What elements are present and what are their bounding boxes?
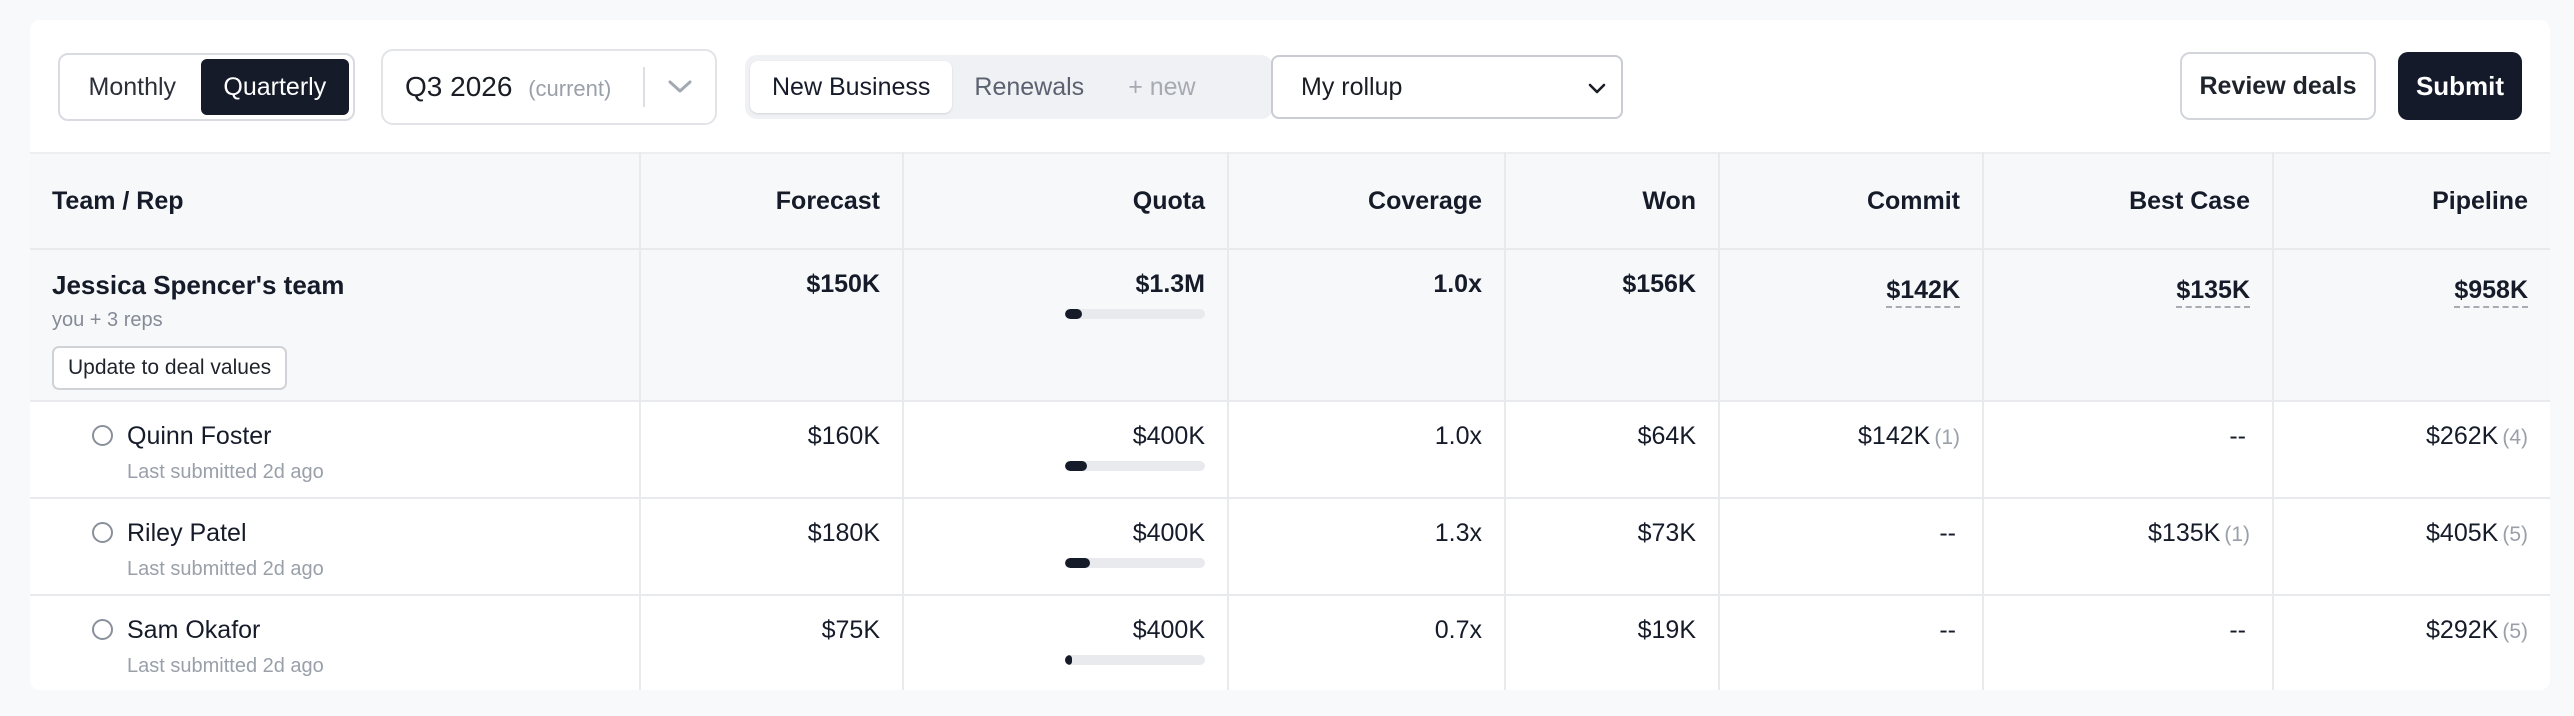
rep-forecast: $75K [640,595,904,690]
column-header: Quota [903,152,1229,250]
rep-commit: -- [1939,616,1956,644]
team-pipeline-link[interactable]: $958K [2454,276,2528,308]
tab-new-business[interactable]: New Business [750,61,953,113]
rep-name: Riley Patel [127,519,247,547]
rep-best-case: -- [2229,422,2246,450]
table-header: Team / Rep Forecast Quota Coverage Won C… [30,152,2550,250]
team-row: Jessica Spencer's team you + 3 reps Upda… [30,249,2550,402]
review-deals-button[interactable]: Review deals [2180,52,2376,120]
rep-coverage: 0.7x [1228,595,1506,690]
column-header: Commit [1719,152,1984,250]
quarter-divider [643,67,645,107]
add-tab-button[interactable]: + new [1128,72,1196,101]
rep-pipeline: $262K [2426,422,2499,450]
team-subtitle: you + 3 reps [52,309,163,331]
column-header: Won [1505,152,1720,250]
submit-button[interactable]: Submit [2398,52,2522,120]
chevron-down-icon[interactable] [645,79,715,95]
quota-progress-bar [1065,309,1205,319]
rep-coverage: 1.3x [1228,498,1506,596]
tab-renewals[interactable]: Renewals [974,72,1085,101]
deal-count: (5) [2502,620,2528,643]
quota-progress-bar [1065,558,1205,568]
column-header: Team / Rep [30,152,641,250]
rep-quota: $400K [1132,519,1205,547]
rep-name: Quinn Foster [127,422,272,450]
rollup-value: My rollup [1301,72,1403,101]
team-won: $156K [1505,249,1720,402]
quarter-select[interactable]: Q3 2026 (current) [381,49,717,125]
rep-best-case: $135K [2148,519,2221,547]
rep-select-radio[interactable] [92,619,113,640]
column-header: Forecast [640,152,904,250]
rep-last-submitted: Last submitted 2d ago [127,461,324,483]
business-tabs: New Business Renewals + new [745,55,1273,119]
team-quota: $1.3M [1135,270,1205,298]
deal-count: (1) [2224,523,2250,546]
toolbar: Monthly Quarterly Q3 2026 (current) New … [30,20,2550,152]
rep-row: Sam Okafor Last submitted 2d ago $75K $4… [30,595,2550,690]
deal-count: (1) [1934,426,1960,449]
column-header: Coverage [1228,152,1506,250]
period-toggle: Monthly Quarterly [58,53,355,121]
period-quarterly-button[interactable]: Quarterly [200,59,349,115]
rep-won: $19K [1505,595,1720,690]
rep-quota: $400K [1132,616,1205,644]
quota-progress-bar [1065,655,1205,665]
rep-last-submitted: Last submitted 2d ago [127,558,324,580]
rep-forecast: $180K [640,498,904,596]
quarter-value: Q3 2026 [405,71,513,102]
rep-commit: $142K [1858,422,1931,450]
team-commit-link[interactable]: $142K [1886,276,1960,308]
rep-row: Quinn Foster Last submitted 2d ago $160K… [30,401,2550,499]
forecast-card: Monthly Quarterly Q3 2026 (current) New … [30,20,2550,690]
rep-last-submitted: Last submitted 2d ago [127,655,324,677]
rep-pipeline: $405K [2426,519,2499,547]
rep-name: Sam Okafor [127,616,261,644]
rep-quota: $400K [1132,422,1205,450]
period-monthly-button[interactable]: Monthly [88,72,177,101]
team-coverage: 1.0x [1228,249,1506,402]
quarter-current-note: (current) [528,76,612,101]
column-header: Pipeline [2273,152,2550,250]
team-forecast: $150K [640,249,904,402]
rep-forecast: $160K [640,401,904,499]
rollup-select[interactable]: My rollup [1271,55,1623,119]
deal-count: (5) [2502,523,2528,546]
rep-won: $73K [1505,498,1720,596]
forecast-table: Team / Rep Forecast Quota Coverage Won C… [30,152,2550,690]
deal-count: (4) [2502,426,2528,449]
rep-select-radio[interactable] [92,522,113,543]
team-name: Jessica Spencer's team [52,270,345,300]
rep-pipeline: $292K [2426,616,2499,644]
chevron-down-icon [1587,73,1607,102]
rep-select-radio[interactable] [92,425,113,446]
rep-best-case: -- [2229,616,2246,644]
quota-progress-bar [1065,461,1205,471]
column-header: Best Case [1983,152,2274,250]
update-to-deal-values-button[interactable]: Update to deal values [52,346,288,390]
rep-coverage: 1.0x [1228,401,1506,499]
team-best-case-link[interactable]: $135K [2176,276,2250,308]
rep-row: Riley Patel Last submitted 2d ago $180K … [30,498,2550,596]
rep-won: $64K [1505,401,1720,499]
rep-commit: -- [1939,519,1956,547]
